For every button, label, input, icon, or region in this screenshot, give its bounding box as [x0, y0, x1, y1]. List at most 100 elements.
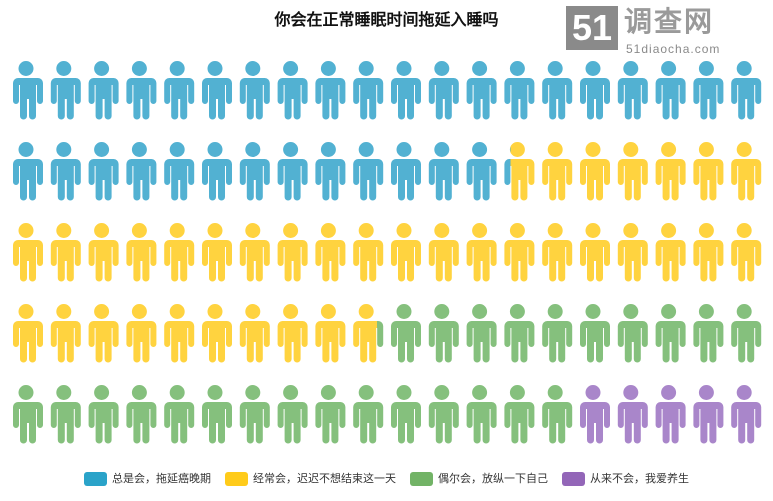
legend-swatch: [562, 472, 585, 486]
person-icon: [542, 223, 573, 282]
person-icon: [504, 142, 535, 201]
person-icon: [731, 61, 762, 120]
person-icon: [13, 385, 43, 444]
person-icon: [50, 304, 81, 363]
person-icon: [239, 61, 270, 120]
person-icon: [731, 142, 762, 201]
person-icon: [353, 142, 384, 201]
legend-label: 总是会，拖延癌晚期: [112, 472, 211, 485]
person-icon: [580, 223, 610, 282]
logo-url: 51diaocha.com: [626, 42, 721, 56]
person-icon: [617, 304, 648, 363]
person-icon: [617, 223, 648, 282]
person-icon: [126, 61, 157, 120]
logo: 51 调查网 51diaocha.com: [566, 6, 771, 58]
legend-item[interactable]: 经常会，迟迟不想结束这一天: [225, 472, 396, 486]
person-icon: [580, 385, 610, 444]
legend-item[interactable]: 总是会，拖延癌晚期: [84, 472, 211, 486]
person-icon: [580, 304, 610, 363]
person-icon: [277, 61, 308, 120]
person-icon: [202, 142, 232, 201]
person-icon: [466, 61, 497, 120]
person-icon: [277, 223, 308, 282]
person-icon: [13, 61, 43, 120]
person-icon: [542, 385, 573, 444]
person-icon: [428, 304, 459, 363]
person-icon: [88, 223, 119, 282]
person-icon: [88, 61, 119, 120]
person-icon: [428, 61, 459, 120]
person-icon: [164, 61, 195, 120]
person-icon: [202, 304, 232, 363]
person-icon: [655, 385, 686, 444]
person-icon: [50, 385, 81, 444]
person-icon: [542, 142, 573, 201]
person-icon: [315, 61, 346, 120]
person-icon: [126, 142, 157, 201]
person-icon: [126, 385, 157, 444]
person-icon: [239, 142, 270, 201]
person-icon: [466, 385, 497, 444]
person-icon: [542, 304, 573, 363]
person-icon: [391, 385, 421, 444]
person-icon: [239, 223, 270, 282]
person-icon: [88, 142, 119, 201]
person-icon: [391, 61, 421, 120]
person-icon: [428, 142, 459, 201]
person-icon: [13, 223, 43, 282]
person-icon: [315, 304, 346, 363]
person-icon: [693, 385, 724, 444]
person-icon: [391, 142, 421, 201]
person-icon: [428, 223, 459, 282]
person-icon: [202, 385, 232, 444]
person-icon: [202, 223, 232, 282]
person-icon: [164, 142, 195, 201]
person-icon: [504, 385, 535, 444]
person-icon: [353, 61, 384, 120]
person-icon: [580, 142, 610, 201]
legend-swatch: [84, 472, 107, 486]
person-icon: [693, 223, 724, 282]
person-icon: [391, 223, 421, 282]
person-icon: [542, 61, 573, 120]
legend: 总是会，拖延癌晚期 经常会，迟迟不想结束这一天 偶尔会，放纵一下自己 从来不会，…: [0, 472, 773, 486]
legend-swatch: [225, 472, 248, 486]
legend-label: 从来不会，我爱养生: [590, 472, 689, 485]
person-icon: [353, 223, 384, 282]
legend-item[interactable]: 偶尔会，放纵一下自己: [410, 472, 548, 486]
person-icon: [655, 61, 686, 120]
legend-item[interactable]: 从来不会，我爱养生: [562, 472, 689, 486]
person-icon: [731, 385, 762, 444]
person-icon: [617, 385, 648, 444]
person-icon: [731, 223, 762, 282]
person-icon: [239, 304, 270, 363]
person-icon: [466, 304, 497, 363]
person-icon: [277, 142, 308, 201]
person-icon: [693, 304, 724, 363]
person-icon: [88, 304, 119, 363]
person-icon: [353, 304, 384, 363]
person-icon: [88, 385, 119, 444]
person-icon: [50, 61, 81, 120]
person-icon: [13, 142, 43, 201]
person-icon: [466, 223, 497, 282]
person-icon: [428, 385, 459, 444]
person-icon: [315, 223, 346, 282]
person-icon: [315, 142, 346, 201]
person-icon: [164, 304, 195, 363]
person-icon: [126, 304, 157, 363]
logo-number: 51: [566, 6, 618, 50]
person-icon: [50, 142, 81, 201]
person-icon: [655, 304, 686, 363]
person-icon: [353, 385, 384, 444]
legend-swatch: [410, 472, 433, 486]
person-icon: [315, 385, 346, 444]
person-icon: [580, 61, 610, 120]
chart-title: 你会在正常睡眠时间拖延入睡吗: [274, 10, 499, 29]
person-icon: [164, 223, 195, 282]
person-icon: [693, 142, 724, 201]
person-icon: [50, 223, 81, 282]
logo-name: 调查网: [624, 5, 715, 38]
person-icon: [655, 142, 686, 201]
legend-label: 偶尔会，放纵一下自己: [438, 472, 548, 485]
